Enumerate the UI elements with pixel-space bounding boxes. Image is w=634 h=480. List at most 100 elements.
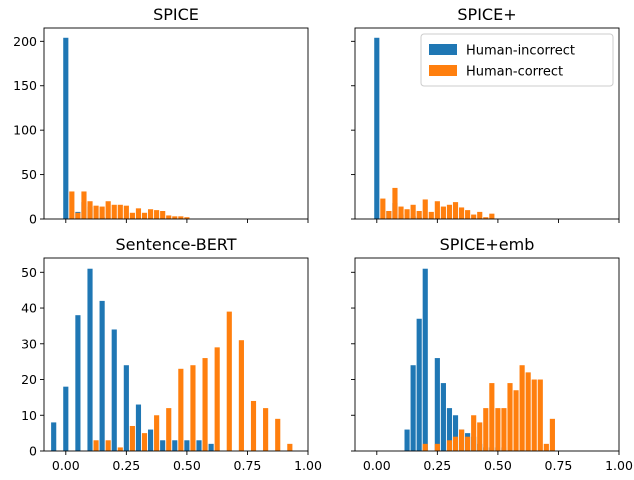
- bar-correct: [392, 187, 398, 219]
- subplot-3: 0.00 0.25 0.50 0.75 1.00 0 10 20 30 40 50 Sentence-…: [21, 235, 322, 473]
- bar-incorrect: [123, 365, 129, 451]
- bar-correct: [549, 418, 555, 451]
- bar-incorrect: [63, 37, 69, 219]
- bar-incorrect: [184, 440, 190, 451]
- bar-incorrect: [374, 37, 380, 219]
- bar-correct: [214, 347, 220, 451]
- bar-correct: [75, 212, 81, 219]
- bar-incorrect: [87, 268, 93, 451]
- bar-correct: [416, 211, 422, 219]
- subplot-4: 0.00 0.25 0.50 0.75 1.00 SPICE+emb: [351, 235, 633, 473]
- bar-correct: [386, 211, 392, 219]
- subplot-title: Sentence-BERT: [115, 235, 236, 254]
- x-tick-label: 0.50: [484, 458, 512, 473]
- bar-correct: [525, 372, 531, 451]
- bar-correct: [178, 368, 184, 451]
- axes-frame: [354, 27, 620, 220]
- x-tick-label: 0.00: [52, 458, 80, 473]
- bar-correct: [111, 204, 117, 219]
- bar-correct: [69, 191, 75, 219]
- bar-correct: [513, 390, 519, 451]
- bar-incorrect: [51, 422, 57, 451]
- bar-correct: [178, 216, 184, 219]
- bar-correct: [275, 418, 281, 451]
- bar-correct: [166, 408, 172, 451]
- bar-incorrect: [422, 268, 428, 451]
- y-tick-label: 20: [21, 372, 37, 387]
- x-tick-label: 0.25: [112, 458, 140, 473]
- bar-correct: [93, 205, 99, 219]
- x-tick-label: 1.00: [605, 458, 633, 473]
- bar-incorrect: [208, 443, 214, 451]
- bar-correct: [422, 443, 428, 451]
- bar-correct: [458, 207, 465, 219]
- bar-incorrect: [75, 315, 81, 451]
- bar-correct: [380, 198, 386, 219]
- bar-correct: [410, 204, 416, 219]
- subplot-title: SPICE+emb: [440, 235, 535, 254]
- y-tick-label: 50: [21, 265, 37, 280]
- bar-correct: [446, 440, 453, 451]
- bar-incorrect: [160, 440, 166, 451]
- bar-correct: [446, 204, 453, 219]
- x-tick-label: 0.25: [423, 458, 451, 473]
- bar-correct: [477, 211, 483, 219]
- bar-correct: [489, 383, 495, 451]
- bar-correct: [129, 425, 135, 451]
- x-tick-label: 0.75: [545, 458, 573, 473]
- bar-correct: [166, 215, 172, 219]
- y-tick-label: 50: [21, 167, 37, 182]
- bar-correct: [93, 440, 99, 451]
- bar-correct: [87, 201, 93, 219]
- bar-correct: [422, 199, 428, 219]
- bar-correct: [263, 408, 269, 451]
- y-tick-label: 0: [29, 444, 37, 459]
- bar-correct: [250, 400, 257, 451]
- bar-correct: [172, 216, 178, 219]
- bar-correct: [489, 213, 495, 219]
- bar-correct: [477, 422, 483, 451]
- bar-incorrect: [147, 429, 154, 451]
- y-tick-label: 30: [21, 336, 37, 351]
- bar-correct: [202, 358, 208, 451]
- bar-correct: [105, 201, 111, 219]
- bar-correct: [501, 408, 507, 451]
- subplot-2: SPICE+ Human-incorrect Human-correct: [351, 5, 620, 223]
- bar-correct: [154, 415, 160, 451]
- bar-incorrect: [434, 358, 440, 451]
- legend-label: Human-incorrect: [466, 44, 575, 59]
- bar-correct: [458, 429, 465, 451]
- bar-incorrect: [404, 429, 410, 451]
- subplot-title: SPICE+: [457, 5, 516, 24]
- y-tick-label: 150: [13, 78, 37, 93]
- bar-correct: [537, 379, 543, 451]
- bar-correct: [452, 436, 459, 451]
- bar-correct: [117, 204, 123, 219]
- bar-incorrect: [452, 415, 459, 451]
- bar-incorrect: [111, 329, 117, 451]
- bar-correct: [452, 202, 459, 219]
- bar-correct: [287, 443, 293, 451]
- bar-correct: [105, 440, 111, 451]
- bar-incorrect: [196, 440, 202, 451]
- bar-correct: [440, 206, 446, 219]
- y-tick-label: 200: [13, 34, 37, 49]
- bar-correct: [160, 211, 166, 219]
- bar-correct: [428, 211, 434, 219]
- bar-correct: [135, 208, 142, 219]
- legend-label: Human-correct: [466, 65, 563, 80]
- bar-correct: [238, 340, 244, 451]
- bar-incorrect: [410, 365, 416, 451]
- axes-frame: [43, 257, 309, 452]
- bar-correct: [184, 217, 190, 219]
- legend-box: [420, 33, 614, 87]
- bar-correct: [483, 408, 489, 451]
- bar-correct: [190, 365, 196, 451]
- bar-correct: [141, 212, 148, 219]
- bar-correct: [465, 436, 471, 451]
- bar-correct: [99, 206, 105, 219]
- axes-frame: [354, 257, 620, 452]
- legend-swatch: [429, 44, 457, 55]
- legend-swatch: [429, 65, 457, 76]
